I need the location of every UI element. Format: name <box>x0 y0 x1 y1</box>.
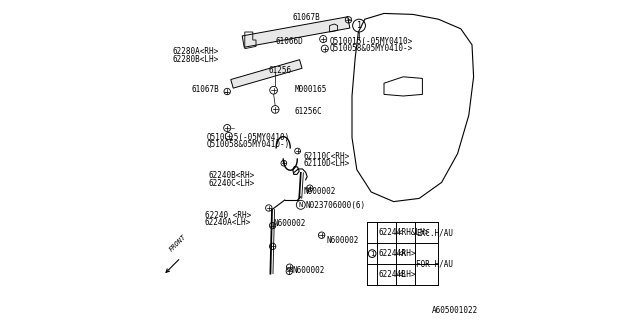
Text: N600002: N600002 <box>274 219 306 228</box>
Text: Q510015(-05MY0410>: Q510015(-05MY0410> <box>330 37 413 46</box>
Text: 61067B: 61067B <box>191 85 219 94</box>
Text: N600002: N600002 <box>292 266 325 275</box>
Text: N: N <box>299 202 303 208</box>
Text: 62240 <RH>: 62240 <RH> <box>205 211 251 220</box>
Text: M000165: M000165 <box>294 85 327 94</box>
Text: Q510058&05MY0410->: Q510058&05MY0410-> <box>330 44 413 53</box>
Text: N600002: N600002 <box>304 188 337 196</box>
Text: <RH&LH>: <RH&LH> <box>397 228 430 237</box>
Text: <RH>: <RH> <box>397 249 416 258</box>
Text: EXC.H/AU: EXC.H/AU <box>416 228 453 237</box>
Text: 61256: 61256 <box>269 66 292 75</box>
Text: 61256C: 61256C <box>294 108 322 116</box>
Circle shape <box>270 86 278 94</box>
Text: N600002: N600002 <box>326 236 359 245</box>
Text: 62280B<LH>: 62280B<LH> <box>173 55 219 64</box>
Text: 62110C<RH>: 62110C<RH> <box>304 152 350 161</box>
Circle shape <box>320 36 326 43</box>
Circle shape <box>321 45 328 52</box>
Text: <LH>: <LH> <box>397 270 416 279</box>
Polygon shape <box>242 17 350 47</box>
Text: FRONT: FRONT <box>168 234 188 253</box>
Circle shape <box>225 132 232 140</box>
Text: 1: 1 <box>370 251 374 257</box>
Text: 1: 1 <box>356 21 362 30</box>
Text: 62244B: 62244B <box>378 270 406 279</box>
Text: Q510058&05MY0410-): Q510058&05MY0410-) <box>206 140 290 149</box>
Text: 61067B: 61067B <box>292 13 320 22</box>
Text: A605001022: A605001022 <box>432 306 479 315</box>
Text: N023706000(6): N023706000(6) <box>306 201 365 210</box>
Circle shape <box>224 124 231 132</box>
Text: 62244A: 62244A <box>378 249 406 258</box>
Text: 62240B<RH>: 62240B<RH> <box>208 172 254 180</box>
Polygon shape <box>231 60 302 88</box>
Circle shape <box>271 106 279 113</box>
Text: 61066D: 61066D <box>275 37 303 46</box>
Text: 62240A<LH>: 62240A<LH> <box>205 218 251 227</box>
Text: FOR H/AU: FOR H/AU <box>416 260 453 268</box>
Text: 62240C<LH>: 62240C<LH> <box>208 179 254 188</box>
Text: 62244: 62244 <box>378 228 401 237</box>
Text: Q510015(-05MY0410): Q510015(-05MY0410) <box>206 133 290 142</box>
Text: 62110D<LH>: 62110D<LH> <box>304 159 350 168</box>
Text: 62280A<RH>: 62280A<RH> <box>173 47 219 56</box>
